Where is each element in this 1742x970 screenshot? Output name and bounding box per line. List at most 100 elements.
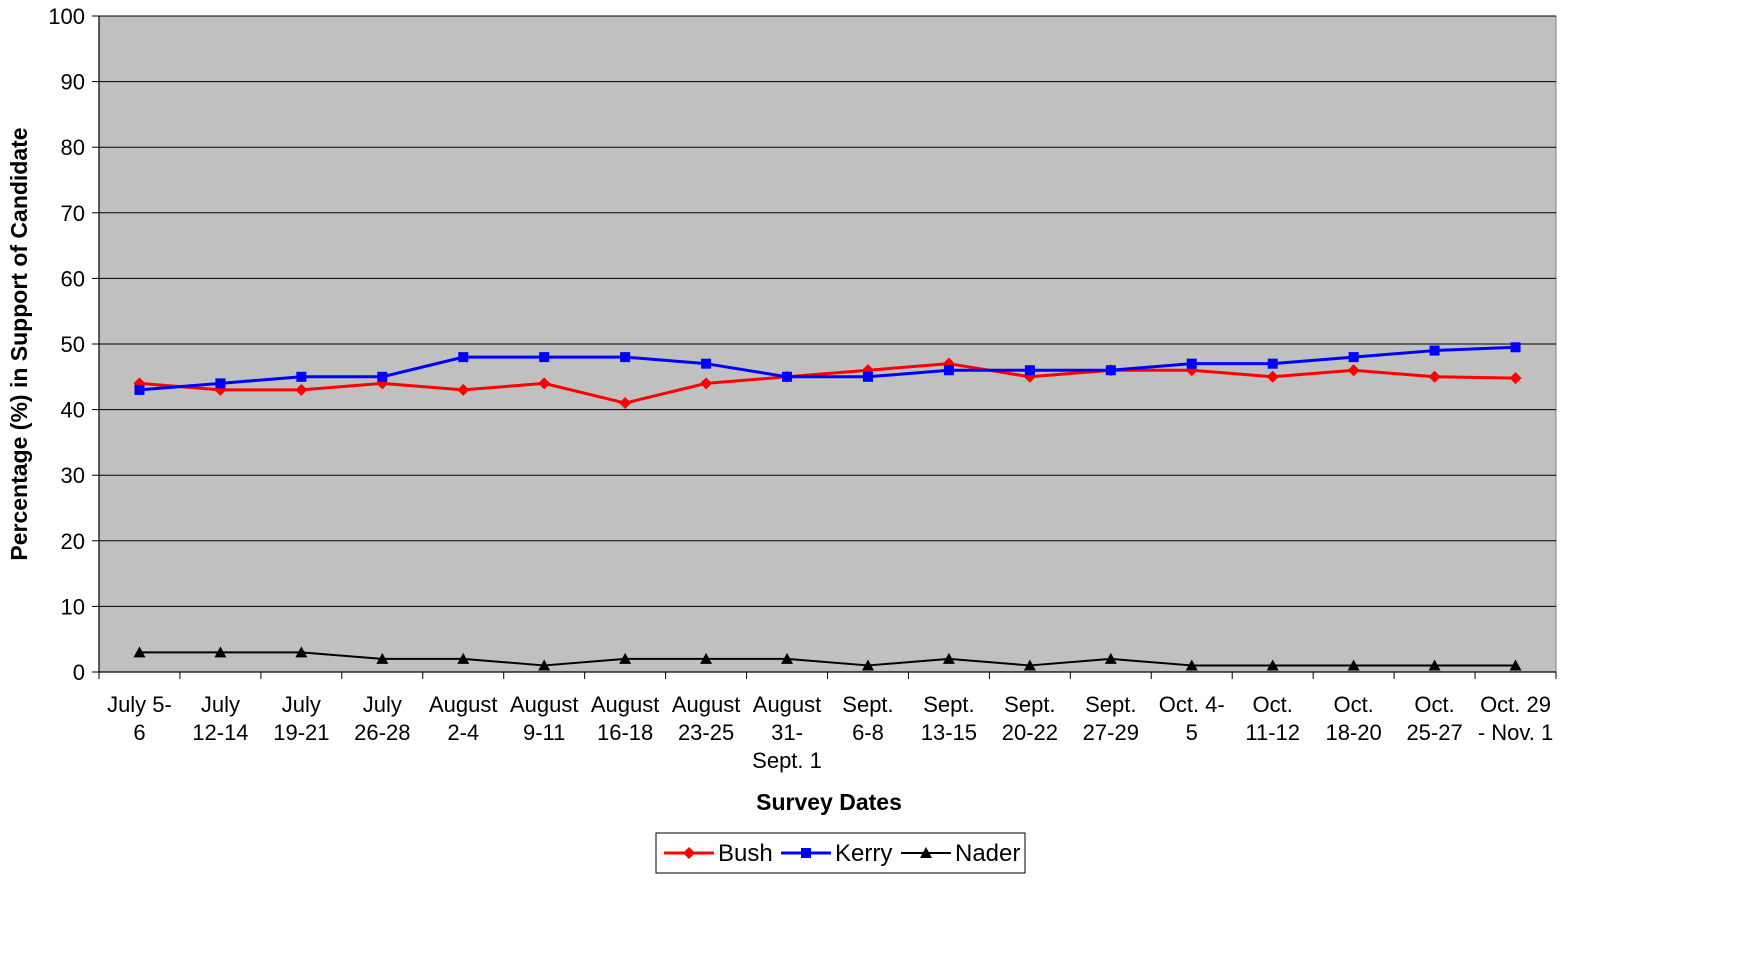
x-tick-label-line: August: [510, 692, 579, 717]
x-tick-label-line: Sept. 1: [752, 748, 822, 773]
x-tick-label-line: August: [672, 692, 741, 717]
data-point-kerry: [1510, 342, 1521, 353]
data-point-kerry: [1186, 358, 1197, 369]
data-point-nader: [1266, 659, 1279, 671]
data-point-kerry: [862, 371, 873, 382]
data-point-bush: [1347, 364, 1360, 377]
data-point-nader: [1428, 659, 1441, 671]
x-tick-label-line: Sept.: [923, 692, 974, 717]
x-tick-label-line: Sept.: [842, 692, 893, 717]
y-tick-label: 100: [48, 4, 85, 29]
x-tick-label: July 26-28: [354, 692, 410, 745]
data-point-bush: [619, 397, 632, 410]
data-point-bush: [295, 383, 308, 396]
data-point-nader: [1104, 652, 1117, 664]
y-axis-title: Percentage (%) in Support of Candidate: [6, 127, 32, 560]
data-point-kerry: [296, 371, 307, 382]
x-tick-label-line: 18-20: [1325, 720, 1381, 745]
data-point-kerry: [377, 371, 388, 382]
x-tick-label-line: Sept.: [1004, 692, 1055, 717]
data-point-nader: [861, 659, 874, 671]
x-tick-label-line: 25-27: [1406, 720, 1462, 745]
x-tick-label-line: 12-14: [192, 720, 248, 745]
legend-item-nader: Nader: [901, 840, 1020, 867]
x-tick-label: Oct. 11-12: [1245, 692, 1300, 745]
data-point-nader: [942, 652, 955, 664]
x-tick-label: August 2-4: [429, 692, 498, 745]
data-point-nader: [1023, 659, 1036, 671]
y-tick-label: 20: [61, 529, 85, 554]
x-tick-label: Oct. 18-20: [1325, 692, 1381, 745]
data-point-kerry: [134, 384, 145, 395]
x-tick-label-line: 26-28: [354, 720, 410, 745]
legend-label-kerry: Kerry: [835, 840, 892, 867]
x-tick-label-line: 27-29: [1083, 720, 1139, 745]
data-point-kerry: [1024, 365, 1035, 376]
x-tick-label-line: 11-12: [1245, 720, 1300, 745]
series-nader: [133, 646, 1522, 671]
x-tick-label-line: July: [363, 692, 402, 717]
legend-label-bush: Bush: [718, 840, 773, 867]
data-point-nader: [700, 652, 713, 664]
x-tick-label-line: 19-21: [273, 720, 329, 745]
x-tick-label-line: 13-15: [921, 720, 977, 745]
y-tick-label: 30: [61, 463, 85, 488]
x-tick-label-line: 9-11: [523, 720, 565, 745]
data-point-bush: [457, 383, 470, 396]
x-tick-label: Oct. 4- 5: [1159, 692, 1225, 745]
data-point-kerry: [620, 352, 631, 363]
y-tick-label: 0: [73, 660, 85, 685]
x-tick-label-line: 16-18: [597, 720, 653, 745]
x-tick-label: July 19-21: [273, 692, 329, 745]
legend-marker-nader: [920, 847, 932, 858]
legend-item-kerry: Kerry: [781, 840, 892, 867]
series-group: [133, 342, 1522, 671]
x-tick-label-line: Oct. 4-: [1159, 692, 1225, 717]
x-tick-label-line: Sept.: [1085, 692, 1136, 717]
x-axis-title: Survey Dates: [756, 789, 902, 815]
x-tick-label-line: Oct.: [1333, 692, 1373, 717]
y-tick-label: 80: [61, 135, 85, 160]
x-tick-label-line: - Nov. 1: [1478, 720, 1553, 745]
legend-box: [655, 832, 1026, 874]
x-tick-label-line: July: [201, 692, 240, 717]
y-tick-label: 90: [61, 70, 85, 95]
x-tick-label-line: 31-: [771, 720, 803, 745]
x-tick-label: Sept. 13-15: [921, 692, 977, 745]
data-point-bush: [1266, 370, 1279, 383]
x-tick-label: July 12-14: [192, 692, 248, 745]
data-point-bush: [538, 377, 551, 390]
x-tick-label-line: Oct.: [1253, 692, 1293, 717]
x-tick-label-line: 20-22: [1002, 720, 1058, 745]
data-point-nader: [538, 659, 551, 671]
data-point-kerry: [943, 365, 954, 376]
data-point-bush: [1509, 372, 1522, 385]
series-bush: [133, 357, 1522, 410]
data-point-kerry: [1267, 358, 1278, 369]
data-point-nader: [457, 652, 470, 664]
x-tick-label-line: 2-4: [447, 720, 479, 745]
data-point-kerry: [458, 352, 469, 363]
data-point-nader: [376, 652, 389, 664]
data-point-nader: [781, 652, 794, 664]
data-point-kerry: [539, 352, 550, 363]
x-tick-label: August 16-18: [591, 692, 660, 745]
legend-item-bush: Bush: [664, 840, 773, 867]
x-tick-label-line: 23-25: [678, 720, 734, 745]
series-line-nader: [139, 651, 1516, 667]
data-point-nader: [295, 646, 308, 658]
x-tick-label: August 23-25: [672, 692, 741, 745]
x-tick-label-line: August: [591, 692, 660, 717]
data-point-kerry: [1348, 352, 1359, 363]
data-point-kerry: [782, 371, 793, 382]
x-tick-label: August 9-11: [510, 692, 579, 745]
y-tick-label: 40: [61, 398, 85, 423]
data-point-bush: [1428, 370, 1441, 383]
x-tick-label-line: August: [429, 692, 498, 717]
y-tick-label: 70: [61, 201, 85, 226]
x-tick-label: Sept. 6-8: [842, 692, 893, 745]
x-tick-label: Oct. 29 - Nov. 1: [1478, 692, 1553, 745]
x-tick-label: Sept. 27-29: [1083, 692, 1139, 745]
legend-label-nader: Nader: [955, 840, 1020, 867]
